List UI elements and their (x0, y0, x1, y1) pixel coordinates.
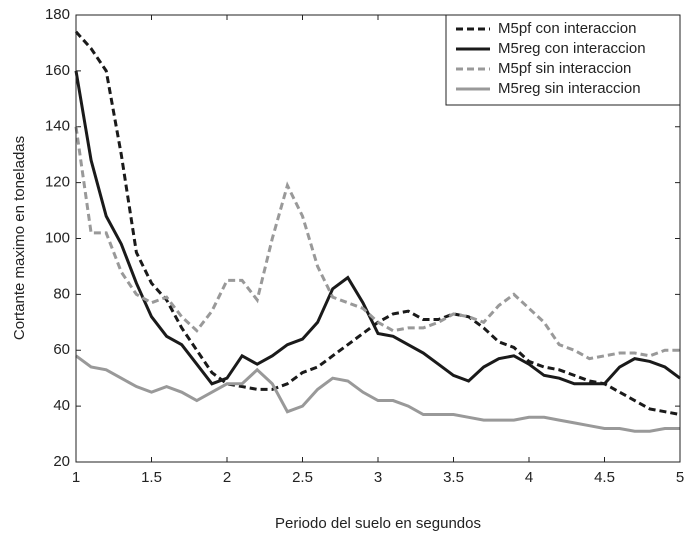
series-line (74, 126, 680, 361)
x-tick-label: 1 (72, 469, 80, 486)
series-line (74, 70, 681, 386)
series-line (75, 354, 680, 433)
legend-label: M5reg con interaccion (498, 40, 646, 57)
y-tick-label: 60 (53, 341, 70, 358)
x-tick-label: 4 (525, 469, 533, 486)
plot-frame (75, 14, 681, 463)
y-tick-label: 80 (53, 285, 70, 302)
legend-label: M5reg sin interaccion (498, 80, 641, 97)
y-tick-label: 180 (45, 6, 70, 23)
y-tick-label: 40 (53, 397, 70, 414)
x-axis-label: Periodo del suelo en segundos (275, 515, 481, 532)
x-tick-label: 5 (676, 469, 684, 486)
y-tick-label: 160 (45, 62, 70, 79)
x-tick-label: 3 (374, 469, 382, 486)
x-tick-label: 4.5 (594, 469, 615, 486)
x-tick-label: 1.5 (141, 469, 162, 486)
y-tick-label: 20 (53, 453, 70, 470)
x-tick-label: 2 (223, 469, 231, 486)
y-tick-label: 100 (45, 229, 70, 246)
legend-label: M5pf con interaccion (498, 20, 636, 37)
y-axis-label: Cortante maximo en toneladas (11, 136, 28, 340)
y-tick-label: 120 (45, 174, 70, 191)
x-tick-label: 2.5 (292, 469, 313, 486)
legend-label: M5pf sin interaccion (498, 60, 631, 77)
x-tick-label: 3.5 (443, 469, 464, 486)
y-tick-label: 140 (45, 118, 70, 135)
